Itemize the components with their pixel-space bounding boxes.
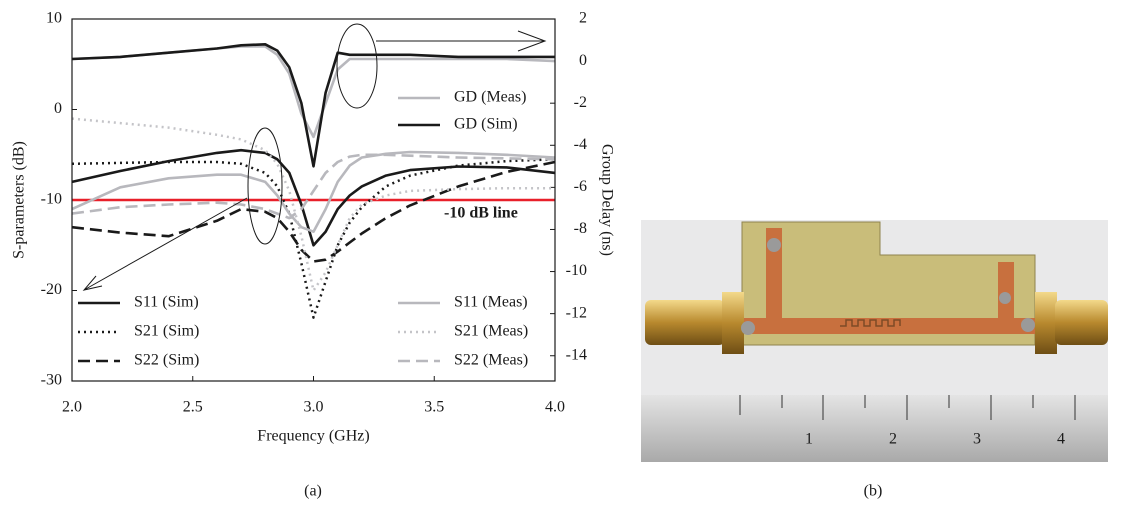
ruler: [641, 395, 1108, 462]
legend-label: S21 (Meas): [454, 323, 528, 340]
y-tick-label: 0: [54, 100, 62, 117]
y2-tick-label: 0: [579, 52, 587, 69]
y2-tick-label: -8: [574, 220, 587, 237]
y2-tick-label: -2: [574, 94, 587, 111]
solder: [1021, 318, 1035, 332]
y-tick-label: -20: [41, 281, 62, 298]
y-tick-label: 10: [46, 10, 62, 27]
solder: [999, 292, 1011, 304]
y2-tick-label: -4: [574, 136, 587, 153]
solder: [767, 238, 781, 252]
x-tick-label: 4.0: [545, 399, 565, 416]
y2-tick-label: -12: [566, 304, 587, 321]
legend-label: GD (Meas): [454, 89, 526, 106]
y-tick-label: -30: [41, 372, 62, 389]
series-line: [71, 150, 556, 233]
connector: [645, 300, 725, 345]
annotation-arrow: [376, 30, 547, 52]
photo: [641, 220, 1108, 462]
series-line: [71, 117, 555, 292]
copper-stub: [998, 262, 1014, 318]
plot-frame: [71, 18, 556, 382]
x-axis-label: Frequency (GHz): [257, 428, 369, 445]
ruler-label: 4: [1057, 431, 1065, 448]
connector-flange: [1035, 292, 1057, 354]
x-tick-label: 3.5: [424, 399, 444, 416]
legend-label: S11 (Sim): [134, 294, 199, 311]
y2-tick-label: 2: [579, 10, 587, 27]
connector: [1055, 300, 1108, 345]
ruler-label: 3: [973, 431, 981, 448]
x-tick-label: 2.5: [183, 399, 203, 416]
annotation-arrow: [82, 197, 248, 291]
legend-label: S11 (Meas): [454, 294, 528, 311]
series-line: [71, 160, 556, 263]
meander: [840, 319, 901, 327]
series-line: [71, 153, 556, 220]
legend-label: S22 (Meas): [454, 352, 528, 369]
y2-tick-label: -10: [566, 262, 587, 279]
ruler-label: 2: [889, 431, 897, 448]
y2-tick-label: -14: [566, 346, 587, 363]
caption: (a): [304, 483, 322, 500]
ruler-ticks: [739, 395, 1076, 420]
legend-label: GD (Sim): [454, 116, 518, 133]
x-tick-label: 3.0: [304, 399, 324, 416]
y2-axis-label: Group Delay (ns): [598, 144, 615, 256]
reference-label: -10 dB line: [444, 205, 518, 222]
solder: [741, 321, 755, 335]
annotation-ellipse: [247, 127, 283, 245]
series-line: [71, 43, 555, 168]
caption: (b): [864, 483, 883, 500]
y-tick-label: -10: [41, 191, 62, 208]
y-axis-label: S-parameters (dB): [11, 141, 28, 259]
legend-label: S22 (Sim): [134, 352, 199, 369]
y2-tick-label: -6: [574, 178, 587, 195]
annotation-ellipse: [336, 23, 378, 109]
x-tick-label: 2.0: [62, 399, 82, 416]
series-line: [71, 148, 556, 247]
connector-flange: [722, 292, 744, 354]
series-line: [71, 158, 556, 319]
legend-label: S21 (Sim): [134, 323, 199, 340]
ruler-label: 1: [805, 431, 813, 448]
